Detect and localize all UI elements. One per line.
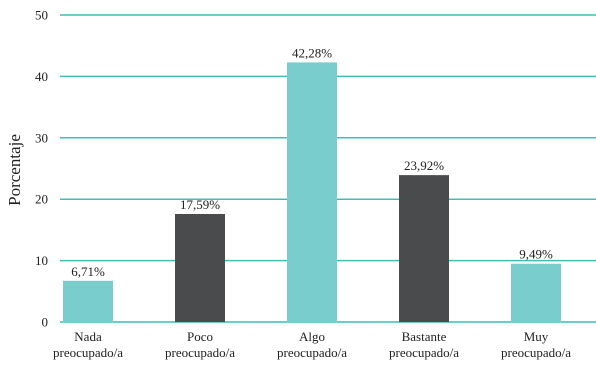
y-tick-label: 10: [35, 253, 48, 268]
data-label: 23,92%: [404, 158, 444, 173]
category-label: Nada: [74, 329, 102, 344]
y-tick-label: 30: [35, 130, 48, 145]
bar: [63, 280, 113, 322]
y-tick-label: 40: [35, 69, 48, 84]
data-label: 17,59%: [180, 197, 220, 212]
category-label: preocupado/a: [277, 345, 347, 360]
x-axis-labels: Nadapreocupado/aPocopreocupado/aAlgopreo…: [53, 329, 571, 360]
data-label: 9,49%: [519, 247, 553, 262]
category-label: Muy: [524, 329, 549, 344]
category-label: preocupado/a: [165, 345, 235, 360]
category-label: preocupado/a: [501, 345, 571, 360]
category-label: preocupado/a: [389, 345, 459, 360]
data-label: 6,71%: [71, 264, 105, 279]
category-label: Poco: [187, 329, 213, 344]
bar: [511, 263, 561, 322]
y-tick-label: 20: [35, 192, 48, 207]
bar: [287, 62, 337, 323]
category-label: Bastante: [402, 329, 447, 344]
y-tick-label: 50: [35, 8, 48, 23]
y-tick-label: 0: [42, 315, 49, 330]
data-label: 42,28%: [292, 45, 332, 60]
category-label: preocupado/a: [53, 345, 123, 360]
bar: [399, 175, 449, 322]
category-label: Algo: [299, 329, 325, 344]
bars: [63, 62, 561, 323]
data-labels: 6,71% 17,59% 42,28% 23,92% 9,49%: [71, 45, 553, 278]
y-axis-title: Porcentaje: [5, 134, 24, 206]
bar: [175, 213, 225, 322]
y-axis-ticks: 0 10 20 30 40 50: [35, 8, 48, 330]
